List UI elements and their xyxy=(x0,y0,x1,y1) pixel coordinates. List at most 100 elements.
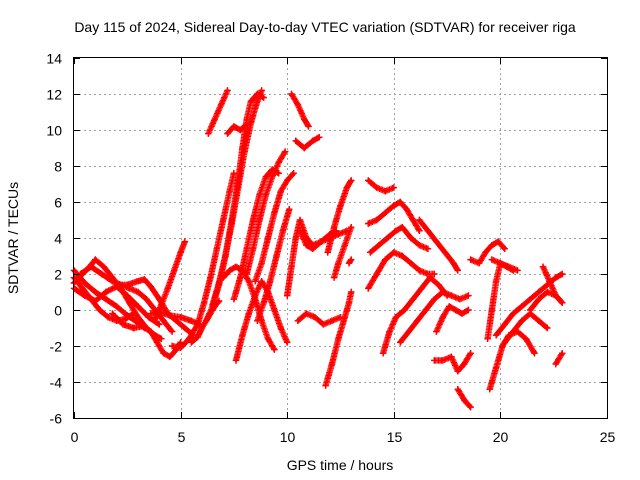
series-markers xyxy=(379,274,451,357)
data-point xyxy=(153,339,161,346)
data-point xyxy=(433,328,440,335)
data-point xyxy=(284,292,291,299)
data-point xyxy=(397,339,404,346)
data-point xyxy=(198,324,206,332)
data-point xyxy=(367,249,374,256)
data-point xyxy=(277,188,284,195)
data-point xyxy=(102,288,110,296)
data-point xyxy=(271,306,278,314)
data-point xyxy=(200,299,208,306)
series-markers xyxy=(433,303,472,335)
series-13 xyxy=(209,90,267,308)
data-point xyxy=(158,335,165,342)
data-point xyxy=(439,314,446,321)
data-point xyxy=(488,306,496,314)
data-point xyxy=(492,278,500,285)
data-point xyxy=(113,281,120,288)
data-point xyxy=(416,227,423,234)
data-point xyxy=(403,206,410,213)
data-point xyxy=(322,382,329,389)
data-point xyxy=(239,332,246,339)
series-markers xyxy=(205,87,231,137)
data-point xyxy=(409,216,417,224)
data-point xyxy=(213,245,220,252)
data-point xyxy=(375,242,383,249)
data-point xyxy=(439,357,446,364)
data-point xyxy=(252,296,259,303)
series-21 xyxy=(254,206,293,324)
data-point xyxy=(343,184,351,191)
data-point xyxy=(145,314,152,321)
data-point xyxy=(330,274,338,281)
data-point xyxy=(286,206,293,213)
data-point xyxy=(243,116,250,123)
data-point xyxy=(452,306,459,314)
data-point xyxy=(147,310,154,317)
data-point xyxy=(264,234,272,242)
data-point xyxy=(258,260,265,267)
data-point xyxy=(160,317,167,324)
data-point xyxy=(156,308,163,315)
data-point xyxy=(230,123,238,130)
series-32 xyxy=(365,198,423,234)
data-point xyxy=(499,342,506,350)
data-point xyxy=(341,242,348,249)
data-point xyxy=(465,306,472,314)
data-point xyxy=(328,360,336,368)
data-point xyxy=(399,252,406,260)
data-point xyxy=(458,310,466,317)
data-point xyxy=(177,314,184,321)
data-point xyxy=(284,177,291,184)
data-point xyxy=(217,101,225,108)
data-point xyxy=(305,123,312,130)
data-point xyxy=(454,368,461,375)
series-40 xyxy=(454,386,474,411)
data-point xyxy=(382,209,389,216)
data-point xyxy=(290,170,297,177)
data-point xyxy=(156,321,163,328)
data-point xyxy=(397,198,404,206)
series-38 xyxy=(433,303,472,335)
data-point xyxy=(211,116,218,123)
data-point xyxy=(467,404,474,411)
data-point xyxy=(433,238,440,245)
data-point xyxy=(134,303,142,310)
data-point xyxy=(492,332,500,339)
data-point xyxy=(237,274,244,281)
data-point xyxy=(92,297,99,305)
data-point xyxy=(249,216,257,224)
series-28 xyxy=(322,288,355,389)
data-point xyxy=(181,324,189,332)
data-point xyxy=(171,267,178,274)
data-point xyxy=(482,249,489,256)
series-45 xyxy=(492,270,566,339)
data-point xyxy=(503,263,510,270)
data-point xyxy=(486,386,493,393)
data-point xyxy=(467,256,474,263)
data-point xyxy=(96,306,103,314)
data-point xyxy=(243,270,250,278)
data-point xyxy=(203,317,210,324)
data-point xyxy=(492,364,500,371)
data-point xyxy=(431,296,438,303)
data-point xyxy=(348,177,355,184)
data-point xyxy=(79,285,86,292)
data-point xyxy=(510,267,517,274)
data-point xyxy=(119,321,127,328)
data-point xyxy=(330,224,338,231)
data-point xyxy=(284,339,291,346)
data-point xyxy=(232,263,240,270)
data-point xyxy=(81,292,88,299)
data-point xyxy=(109,310,116,317)
x-tick-label: 15 xyxy=(387,429,403,445)
data-point xyxy=(384,234,391,242)
y-tick-label: 0 xyxy=(54,303,62,319)
data-point xyxy=(124,292,131,299)
data-point xyxy=(422,306,429,314)
series-23 xyxy=(292,134,323,152)
data-point xyxy=(467,350,474,357)
data-point xyxy=(365,177,372,184)
data-point xyxy=(124,281,131,288)
data-point xyxy=(92,288,99,296)
